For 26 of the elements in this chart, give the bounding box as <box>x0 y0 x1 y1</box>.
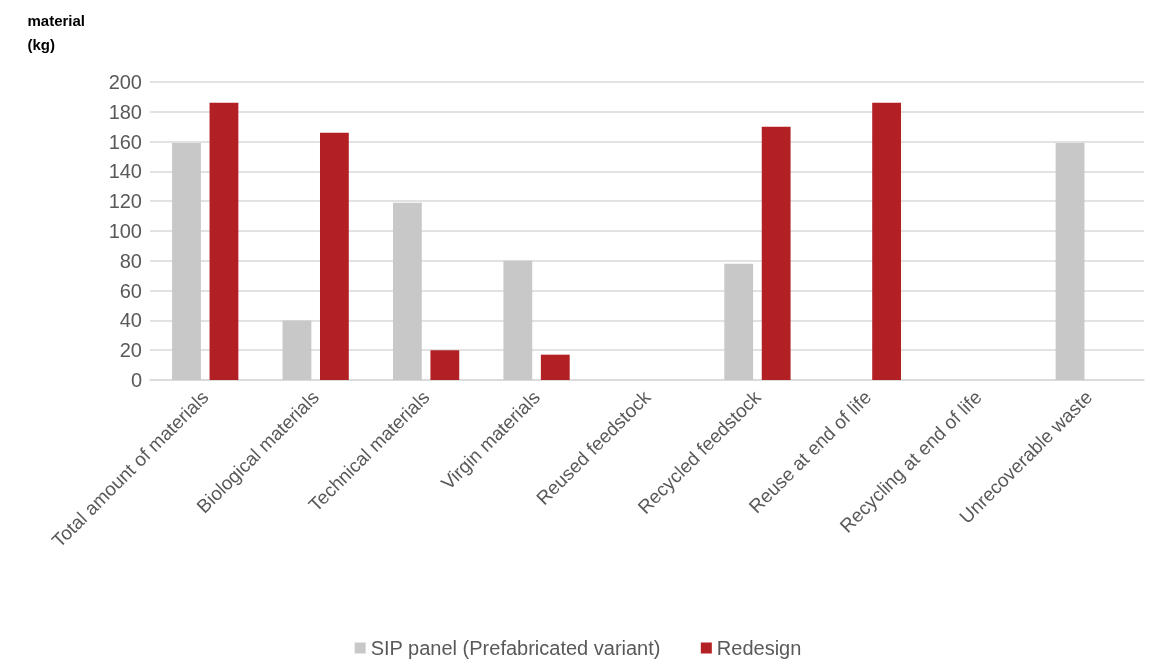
bar <box>392 202 422 380</box>
y-tick-label: 160 <box>108 130 142 153</box>
y-tick-label: 120 <box>108 190 142 213</box>
y-tick-label: 140 <box>108 160 142 183</box>
bar <box>1055 143 1085 380</box>
y-axis-title: material (kg) <box>27 11 86 53</box>
y-tick-label: 20 <box>119 339 142 362</box>
y-tick-label: 40 <box>119 309 142 332</box>
bar <box>724 263 754 380</box>
y-tick-label: 60 <box>119 279 142 302</box>
bar <box>319 132 349 380</box>
bar <box>503 260 533 380</box>
legend-label: Redesign <box>716 637 802 659</box>
y-tick-label: 200 <box>108 71 142 93</box>
bar <box>282 320 312 380</box>
y-tick-label: 180 <box>108 100 142 123</box>
y-tick-label: 100 <box>108 220 142 242</box>
bar <box>540 354 570 380</box>
legend-label: SIP panel (Prefabricated variant) <box>370 637 661 659</box>
bar <box>761 126 791 380</box>
y-tick-label: 0 <box>130 369 142 391</box>
bar <box>209 102 239 380</box>
bar <box>172 143 201 380</box>
y-tick-label: 80 <box>119 249 142 272</box>
bar <box>430 350 460 380</box>
bar <box>872 102 902 380</box>
